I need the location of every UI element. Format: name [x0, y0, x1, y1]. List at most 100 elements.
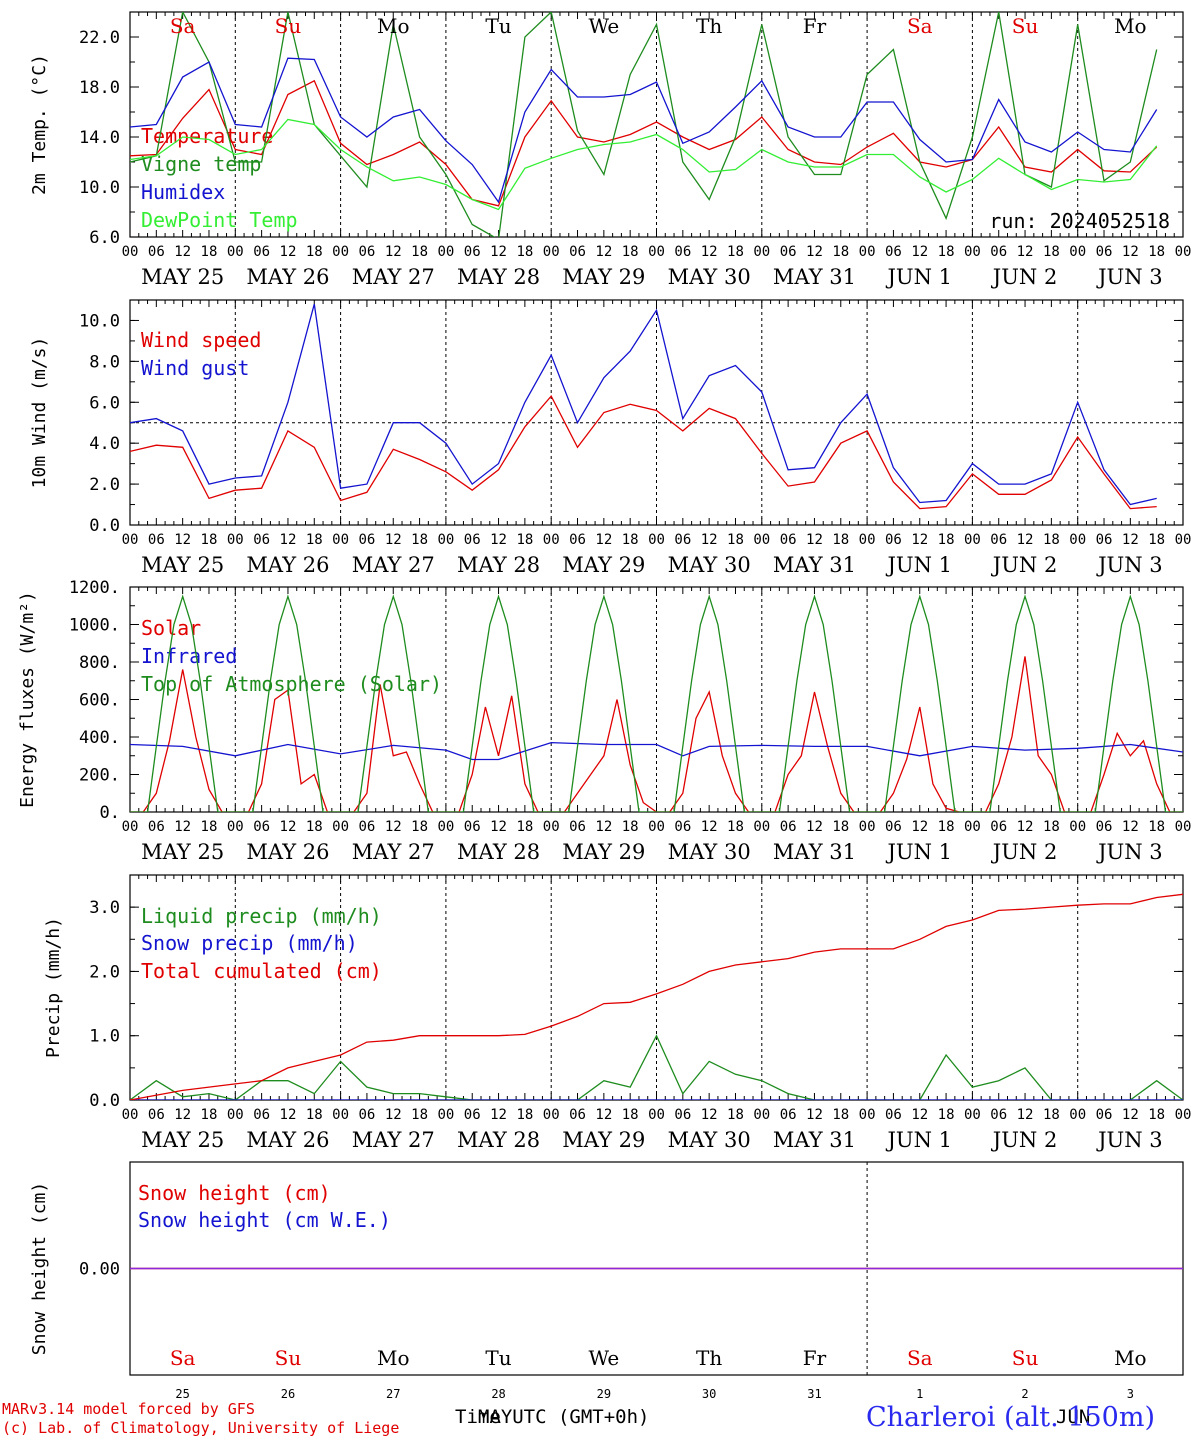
weekday-label: Su — [275, 14, 302, 38]
date-label-bottom: 27 — [386, 1387, 400, 1401]
day-label: MAY 28 — [457, 265, 540, 289]
y-tick-label: 1.0 — [89, 1027, 120, 1047]
day-label: MAY 29 — [562, 553, 645, 577]
hour-label: 06 — [569, 1107, 586, 1123]
hour-label: 12 — [1122, 244, 1139, 260]
y-tick-label: 18.0 — [79, 78, 120, 98]
hour-label: 00 — [1069, 819, 1086, 835]
hour-label: 18 — [727, 532, 744, 548]
hour-label: 18 — [1043, 532, 1060, 548]
hour-label: 18 — [727, 1107, 744, 1123]
hour-label: 12 — [490, 532, 507, 548]
day-label: MAY 31 — [773, 840, 856, 864]
series-line-vigne-temp — [130, 12, 1158, 237]
day-label: MAY 28 — [457, 1128, 540, 1152]
weekday-label-bottom: Tu — [485, 1346, 511, 1370]
hour-label: 12 — [806, 819, 823, 835]
date-label-bottom: 3 — [1127, 1387, 1134, 1401]
hour-label: 12 — [174, 532, 191, 548]
hour-label: 00 — [332, 819, 349, 835]
day-label: MAY 29 — [562, 840, 645, 864]
date-label-bottom: 30 — [702, 1387, 716, 1401]
hour-label: 00 — [122, 532, 139, 548]
date-label-bottom: 29 — [597, 1387, 611, 1401]
hour-label: 06 — [569, 244, 586, 260]
hour-label: 06 — [885, 532, 902, 548]
hour-label: 12 — [701, 819, 718, 835]
hour-label: 06 — [674, 819, 691, 835]
hour-label: 18 — [622, 1107, 639, 1123]
day-label: JUN 3 — [1096, 840, 1163, 864]
hour-label: 12 — [911, 1107, 928, 1123]
hour-label: 18 — [306, 1107, 323, 1123]
hour-label: 06 — [464, 532, 481, 548]
date-label-bottom: 28 — [491, 1387, 505, 1401]
hour-label: 00 — [227, 1107, 244, 1123]
hour-label: 18 — [832, 1107, 849, 1123]
hour-label: 18 — [832, 244, 849, 260]
hour-label: 00 — [648, 819, 665, 835]
weekday-label-bottom: Su — [275, 1346, 302, 1370]
weekday-label: Su — [1012, 14, 1039, 38]
y-tick-label: 4.0 — [89, 434, 120, 454]
hour-label: 06 — [253, 244, 270, 260]
hour-label: 06 — [990, 244, 1007, 260]
hour-label: 00 — [543, 1107, 560, 1123]
hour-label: 18 — [622, 819, 639, 835]
hour-label: 18 — [411, 819, 428, 835]
legend-wind-speed: Wind speed — [141, 328, 261, 352]
series-line-wind-gust — [130, 303, 1157, 506]
hour-label: 12 — [595, 1107, 612, 1123]
hour-label: 00 — [1175, 819, 1192, 835]
weekday-label-bottom: We — [588, 1346, 619, 1370]
weekday-label-bottom: Fr — [803, 1346, 827, 1370]
y-axis-label: 10m Wind (m/s) — [29, 337, 50, 489]
hour-label: 12 — [174, 1107, 191, 1123]
hour-label: 12 — [701, 244, 718, 260]
hour-label: 18 — [306, 244, 323, 260]
hour-label: 18 — [938, 819, 955, 835]
hour-label: 00 — [753, 532, 770, 548]
day-label: MAY 30 — [668, 553, 751, 577]
day-label: MAY 26 — [246, 840, 329, 864]
weekday-label-bottom: Th — [696, 1346, 722, 1370]
day-label: MAY 27 — [352, 265, 435, 289]
panel-frame-1 — [129, 299, 1184, 526]
hour-label: 06 — [990, 819, 1007, 835]
hour-label: 06 — [358, 819, 375, 835]
series-line-solar — [130, 656, 1183, 812]
hour-label: 00 — [1175, 532, 1192, 548]
hour-label: 18 — [516, 1107, 533, 1123]
hour-label: 00 — [437, 1107, 454, 1123]
hour-label: 06 — [464, 244, 481, 260]
hour-label: 12 — [1122, 532, 1139, 548]
hour-label: 06 — [780, 1107, 797, 1123]
panel-frame-0 — [129, 11, 1184, 238]
hour-label: 00 — [648, 532, 665, 548]
y-tick-label: 0.0 — [89, 516, 120, 536]
hour-label: 18 — [832, 532, 849, 548]
hour-label: 06 — [885, 1107, 902, 1123]
series-line-temperature — [130, 79, 1158, 207]
hour-label: 18 — [516, 532, 533, 548]
hour-label: 18 — [832, 819, 849, 835]
y-tick-label: 0.00 — [79, 1260, 120, 1280]
hour-label: 12 — [280, 1107, 297, 1123]
hour-label: 12 — [280, 819, 297, 835]
date-label-bottom: 26 — [281, 1387, 295, 1401]
hour-label: 12 — [806, 532, 823, 548]
day-label: MAY 29 — [562, 1128, 645, 1152]
y-tick-label: 1000. — [69, 616, 120, 636]
hour-label: 12 — [490, 819, 507, 835]
hour-label: 12 — [385, 1107, 402, 1123]
hour-label: 12 — [911, 819, 928, 835]
weekday-label: Th — [696, 14, 722, 38]
date-label-bottom: 2 — [1021, 1387, 1028, 1401]
y-tick-label: 2.0 — [89, 475, 120, 495]
hour-label: 06 — [780, 819, 797, 835]
hour-label: 18 — [938, 1107, 955, 1123]
hour-label: 12 — [1017, 244, 1034, 260]
hour-label: 06 — [990, 1107, 1007, 1123]
day-label: MAY 25 — [141, 840, 224, 864]
day-label: JUN 2 — [991, 840, 1058, 864]
